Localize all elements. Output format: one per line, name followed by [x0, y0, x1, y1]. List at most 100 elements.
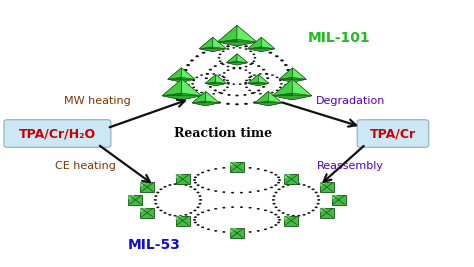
Circle shape [240, 206, 243, 208]
Circle shape [245, 82, 247, 83]
Circle shape [189, 212, 192, 214]
Circle shape [266, 77, 269, 79]
Circle shape [214, 168, 217, 170]
Circle shape [249, 64, 252, 65]
Text: Reaction time: Reaction time [174, 127, 272, 140]
Circle shape [194, 182, 197, 183]
Circle shape [244, 45, 248, 47]
Polygon shape [205, 74, 216, 84]
Circle shape [265, 93, 268, 95]
Circle shape [264, 210, 267, 211]
Circle shape [226, 87, 229, 88]
Polygon shape [227, 54, 237, 65]
Circle shape [184, 69, 188, 71]
FancyBboxPatch shape [284, 215, 299, 226]
Circle shape [221, 76, 224, 77]
Circle shape [223, 77, 226, 78]
Circle shape [232, 68, 235, 69]
Circle shape [193, 179, 196, 181]
Polygon shape [273, 79, 292, 96]
Circle shape [155, 195, 157, 197]
Circle shape [292, 215, 295, 217]
Polygon shape [192, 91, 206, 106]
Circle shape [173, 183, 177, 185]
Polygon shape [230, 228, 237, 233]
Circle shape [205, 77, 208, 79]
Polygon shape [205, 74, 216, 86]
Circle shape [275, 55, 279, 57]
Circle shape [274, 192, 278, 193]
Circle shape [154, 199, 157, 201]
Circle shape [201, 172, 204, 173]
Polygon shape [206, 91, 219, 103]
Circle shape [253, 101, 257, 104]
Polygon shape [182, 79, 201, 100]
Polygon shape [128, 195, 136, 200]
Polygon shape [237, 54, 247, 63]
Circle shape [236, 60, 238, 62]
Circle shape [277, 182, 280, 183]
Circle shape [278, 179, 281, 181]
Circle shape [194, 222, 197, 223]
Circle shape [274, 174, 277, 176]
Polygon shape [255, 91, 268, 106]
Polygon shape [182, 68, 195, 82]
Circle shape [297, 215, 301, 217]
Circle shape [249, 50, 252, 52]
Polygon shape [261, 37, 275, 49]
FancyBboxPatch shape [357, 120, 428, 147]
Circle shape [179, 183, 182, 185]
Polygon shape [162, 96, 201, 100]
Circle shape [183, 74, 187, 76]
Circle shape [259, 93, 262, 95]
Polygon shape [319, 182, 327, 187]
Circle shape [155, 203, 157, 205]
Circle shape [184, 214, 188, 216]
Circle shape [168, 214, 172, 216]
Circle shape [214, 65, 217, 67]
Circle shape [217, 101, 221, 104]
Circle shape [207, 170, 210, 171]
Circle shape [192, 80, 195, 81]
Polygon shape [237, 25, 256, 42]
Polygon shape [162, 79, 182, 96]
Polygon shape [248, 74, 258, 86]
Polygon shape [199, 37, 213, 52]
Circle shape [265, 82, 268, 84]
Circle shape [274, 184, 277, 186]
Circle shape [244, 83, 247, 85]
Circle shape [239, 67, 242, 69]
Circle shape [264, 189, 267, 190]
Circle shape [243, 94, 246, 96]
Circle shape [273, 195, 275, 197]
Circle shape [240, 192, 243, 194]
Circle shape [253, 60, 255, 62]
Circle shape [245, 80, 248, 81]
Polygon shape [248, 84, 269, 86]
Circle shape [317, 203, 319, 205]
Circle shape [184, 184, 188, 186]
Circle shape [287, 74, 291, 76]
Circle shape [259, 73, 262, 75]
Circle shape [269, 96, 272, 99]
Circle shape [245, 66, 247, 67]
Polygon shape [168, 68, 182, 82]
FancyBboxPatch shape [128, 195, 143, 205]
Circle shape [251, 92, 254, 94]
Polygon shape [279, 68, 292, 82]
Circle shape [270, 187, 273, 188]
Circle shape [206, 82, 209, 84]
Polygon shape [140, 208, 147, 213]
Circle shape [297, 183, 301, 185]
Polygon shape [230, 162, 237, 167]
Circle shape [186, 64, 190, 66]
Circle shape [261, 99, 265, 101]
Polygon shape [237, 54, 247, 65]
Circle shape [274, 224, 277, 226]
Circle shape [245, 48, 247, 50]
Circle shape [245, 87, 248, 88]
Circle shape [261, 49, 265, 51]
Polygon shape [258, 74, 269, 86]
Circle shape [308, 212, 310, 214]
Polygon shape [227, 54, 237, 63]
